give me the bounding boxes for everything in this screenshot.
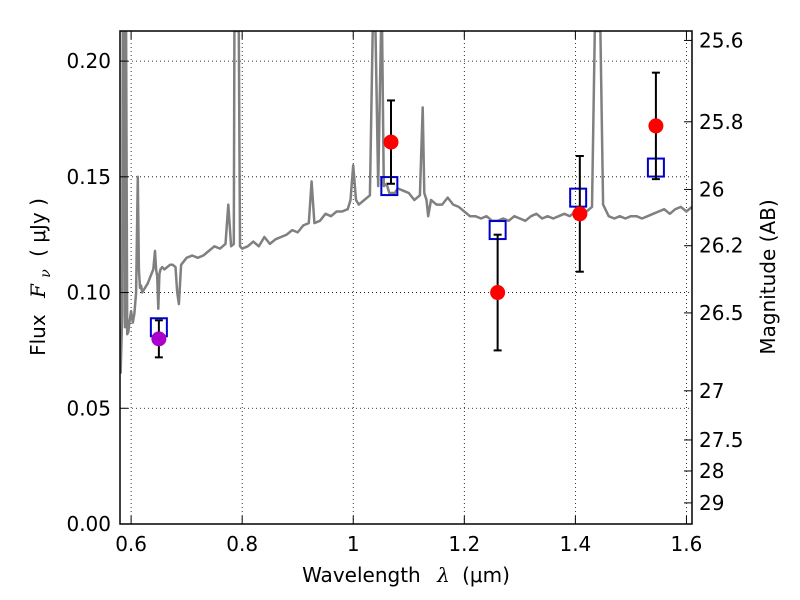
points-layer bbox=[149, 71, 665, 359]
model-box-marker bbox=[380, 176, 399, 197]
y-tick-label: 0.15 bbox=[66, 165, 111, 189]
x-tick-label: 0.8 bbox=[226, 532, 258, 556]
mag-tick-label: 28 bbox=[699, 459, 724, 483]
x-tick-label: 0.6 bbox=[115, 532, 147, 556]
mag-tick-label: 25.6 bbox=[699, 28, 744, 52]
observed-point bbox=[572, 206, 588, 222]
y-tick-label: 0.05 bbox=[66, 396, 111, 420]
mag-tick-label: 26.5 bbox=[699, 301, 744, 325]
model-box-marker bbox=[569, 187, 588, 208]
x-axis-label-text: Wavelength bbox=[302, 563, 421, 587]
plot-frame bbox=[119, 30, 693, 525]
y-tick-label: 0.10 bbox=[66, 281, 111, 305]
x-tick-label: 1 bbox=[347, 532, 360, 556]
y-tick-label: 0.00 bbox=[66, 512, 111, 536]
y-axis-subscript: ν bbox=[38, 269, 54, 278]
y-axis-label: Flux F ν ( μJy ) bbox=[26, 198, 55, 356]
x-tick-label: 1.2 bbox=[448, 532, 480, 556]
y-axis-unit: ( μJy ) bbox=[26, 198, 50, 257]
x-tick-label: 1.6 bbox=[671, 532, 703, 556]
y-axis-label-text: Flux bbox=[26, 314, 50, 356]
observed-point bbox=[383, 134, 399, 150]
observed-point bbox=[648, 118, 664, 134]
observed-point bbox=[490, 285, 506, 301]
mag-tick-label: 26.2 bbox=[699, 234, 744, 258]
observed-point bbox=[151, 331, 167, 347]
spectrum-layer bbox=[120, 31, 692, 374]
grid-layer bbox=[120, 31, 692, 524]
mag-tick-label: 26 bbox=[699, 177, 724, 201]
x-tick-label: 1.4 bbox=[559, 532, 591, 556]
mag-tick-label: 29 bbox=[699, 491, 724, 515]
mag-tick-label: 25.8 bbox=[699, 110, 744, 134]
mag-tick-label: 27.5 bbox=[699, 428, 744, 452]
x-axis-label: Wavelength λ (μm) bbox=[302, 563, 510, 587]
mag-tick-label: 27 bbox=[699, 379, 724, 403]
y2-axis-label: Magnitude (AB) bbox=[756, 199, 780, 354]
y-axis-symbol: F bbox=[26, 283, 50, 299]
spectrum-line bbox=[120, 31, 692, 374]
x-axis-symbol: λ bbox=[436, 563, 450, 587]
axes-layer: 0.6 0.8 1 1.2 1.4 1.6 0.00 0.05 0.10 0.15 0.20 25.6… bbox=[66, 28, 743, 556]
x-axis-unit: (μm) bbox=[462, 563, 510, 587]
y-tick-label: 0.20 bbox=[66, 49, 111, 73]
